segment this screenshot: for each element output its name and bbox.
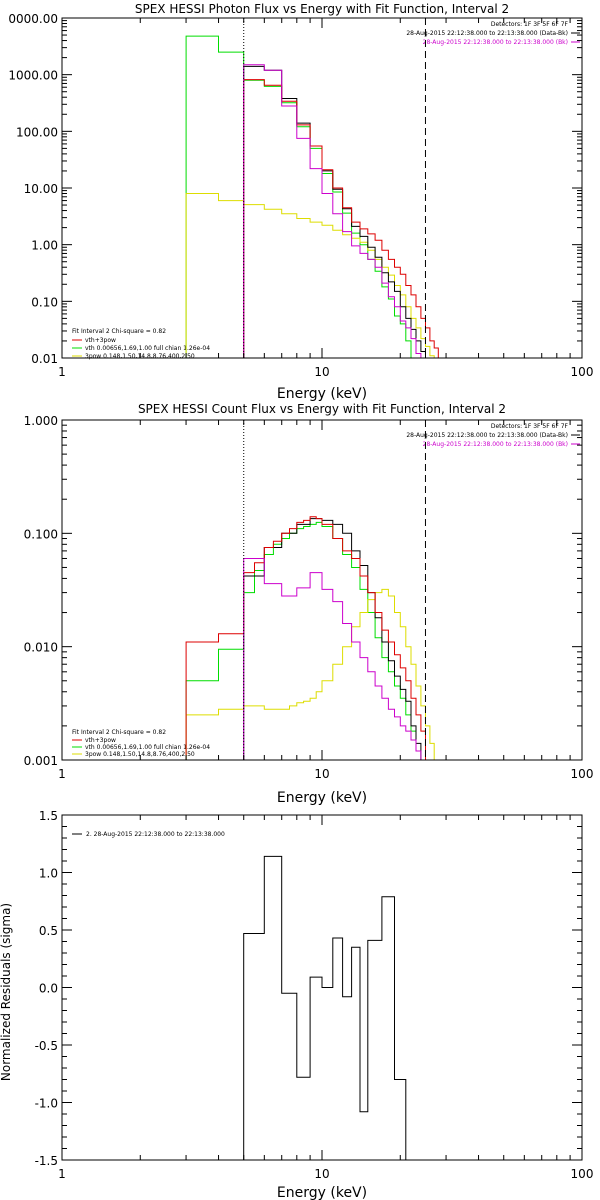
count-x-axis-label: Energy (keV) xyxy=(277,790,367,806)
residuals-y-tick-label: 1.0 xyxy=(39,867,58,881)
photon-y-tick-label: 100.00 xyxy=(16,125,58,139)
photon-y-tick-label: 0000.00 xyxy=(8,12,58,26)
count-info-line-2: 28-Aug-2015 22:12:38.000 to 22:13:38.000… xyxy=(406,432,568,439)
residuals-y-tick-label: 1.5 xyxy=(39,809,58,823)
photon-info-line-3: 28-Aug-2015 22:12:38.000 to 22:13:38.000… xyxy=(423,39,568,46)
count-series-data xyxy=(243,518,426,760)
photon-series-background xyxy=(243,64,422,358)
count-info-line-3: 28-Aug-2015 22:12:38.000 to 22:13:38.000… xyxy=(423,441,568,448)
count-series-powerlaw xyxy=(185,588,439,760)
count-y-tick-label: 1.000 xyxy=(24,414,58,428)
residuals-y-axis-label: Normalized Residuals (sigma) xyxy=(0,903,13,1081)
count-plot-area xyxy=(185,516,439,760)
count-series-thermal xyxy=(185,521,422,760)
photon-series-total xyxy=(243,79,439,358)
count-x-tick-label: 100 xyxy=(571,767,594,781)
residuals-x-tick-label: 100 xyxy=(571,1167,594,1181)
photon-chart-title: SPEX HESSI Photon Flux vs Energy with Fi… xyxy=(135,2,509,16)
photon-x-axis-label: Energy (keV) xyxy=(277,386,367,402)
count-axes-frame xyxy=(61,419,583,761)
residuals-legend-label: 2. 28-Aug-2015 22:12:38.000 to 22:13:38.… xyxy=(86,831,225,838)
count-x-tick-label: 10 xyxy=(314,767,329,781)
photon-legend-fit: Fit Interval 2 Chi-square = 0.82 xyxy=(72,328,166,335)
residuals-plot-area xyxy=(243,855,407,1160)
residuals-y-tick-label: -1.5 xyxy=(35,1154,58,1168)
count-info-line-1: Detectors: 1F 3F 5F 6F 7F xyxy=(491,423,569,430)
count-x-tick-label: 1 xyxy=(58,767,66,781)
photon-y-tick-label: 0.01 xyxy=(31,352,58,366)
residuals-y-tick-label: -0.5 xyxy=(35,1039,58,1053)
photon-legend-total: vth+3pow xyxy=(85,337,116,344)
photon-x-tick-label: 1 xyxy=(58,365,66,379)
residuals-y-tick-label: -1.0 xyxy=(35,1097,58,1111)
count-legend-powerlaw: 3pow 0.148,1.50,14.8,8.76,400,2.50 xyxy=(85,751,195,758)
photon-y-tick-label: 0.10 xyxy=(31,295,58,309)
photon-x-tick-label: 10 xyxy=(314,365,329,379)
residuals-x-axis-label: Energy (keV) xyxy=(277,1185,367,1200)
count-series-total xyxy=(185,516,426,760)
count-chart-title: SPEX HESSI Count Flux vs Energy with Fit… xyxy=(138,402,506,416)
count-flux-panel: SPEX HESSI Count Flux vs Energy with Fit… xyxy=(24,402,594,806)
photon-series-thermal xyxy=(185,35,417,358)
photon-info-line-1: Detectors: 1F 3F 5F 6F 7F xyxy=(491,21,569,28)
count-legend-fit: Fit Interval 2 Chi-square = 0.82 xyxy=(72,729,166,736)
count-y-tick-label: 0.010 xyxy=(24,641,58,655)
residuals-y-tick-label: 0.5 xyxy=(39,924,58,938)
count-series-background xyxy=(243,558,426,760)
photon-legend-thermal: vth 0.00656,1.69,1.00 full chian 1.26e-0… xyxy=(85,345,210,352)
photon-x-tick-label: 100 xyxy=(571,365,594,379)
residuals-panel: 2. 28-Aug-2015 22:12:38.000 to 22:13:38.… xyxy=(0,809,593,1200)
count-legend-total: vth+3pow xyxy=(85,737,116,744)
residuals-x-tick-label: 1 xyxy=(58,1167,66,1181)
residuals-x-tick-label: 10 xyxy=(314,1167,329,1181)
photon-y-tick-label: 1000.00 xyxy=(8,69,58,83)
photon-info-line-2: 28-Aug-2015 22:12:38.000 to 22:13:38.000… xyxy=(406,30,568,37)
count-y-tick-label: 0.001 xyxy=(24,754,58,768)
residuals-y-tick-label: 0.0 xyxy=(39,982,58,996)
photon-y-tick-label: 10.00 xyxy=(24,182,58,196)
photon-y-tick-label: 1.00 xyxy=(31,239,58,253)
photon-flux-panel: SPEX HESSI Photon Flux vs Energy with Fi… xyxy=(8,2,593,402)
count-legend-thermal: vth 0.00656,1.69,1.00 full chian 1.26e-0… xyxy=(85,744,210,751)
residuals-series-residuals xyxy=(243,855,407,1160)
photon-plot-area xyxy=(185,35,439,358)
count-y-tick-label: 0.100 xyxy=(24,527,58,541)
